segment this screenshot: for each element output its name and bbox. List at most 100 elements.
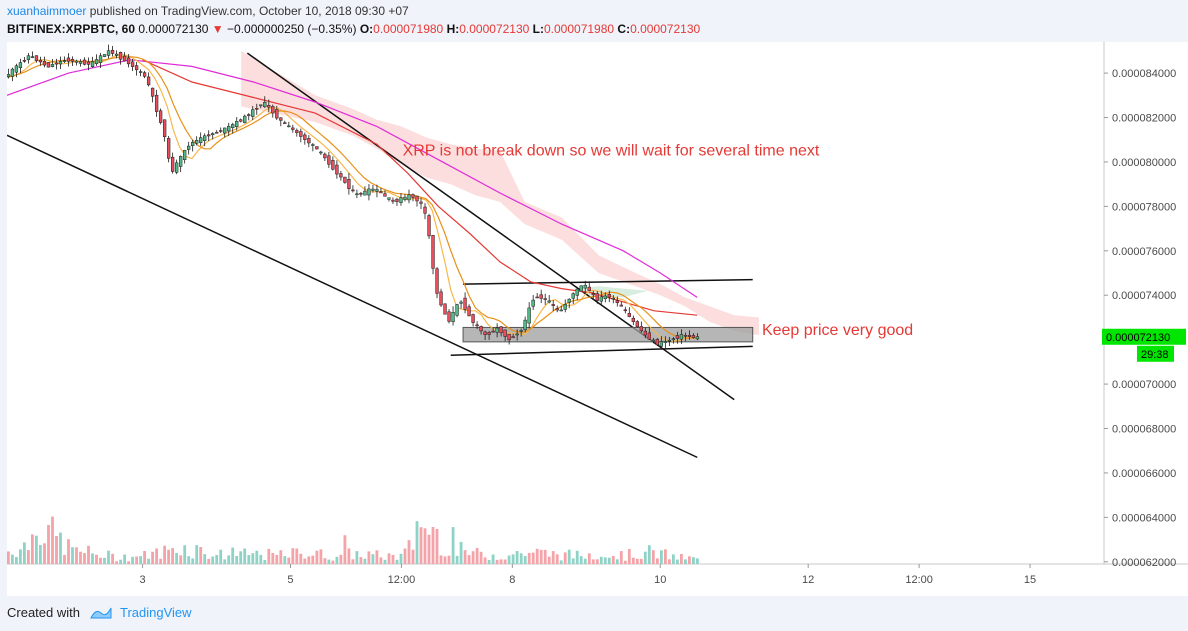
volume-bar [639,558,643,564]
volume-bar [539,549,543,564]
volume-bar [443,556,447,564]
candle-body [579,285,583,292]
candle-body [427,215,431,237]
symbol-label: BITFINEX:XRPBTC, 60 [7,22,136,36]
candle-body [275,109,279,119]
candle-body [491,330,495,333]
volume-bar [455,555,459,564]
candle-body [659,341,664,347]
volume-bar [31,534,34,564]
candle-body [162,119,167,138]
volume-bar [491,554,495,564]
volume-bar [403,548,407,564]
volume-bar [471,551,475,564]
candle-body [183,150,187,160]
candle-body [551,304,555,306]
volume-bar [79,551,82,564]
volume-bar [303,558,307,564]
tradingview-link[interactable]: TradingView [119,605,192,620]
candle-body [591,293,595,296]
candle-body [90,61,95,67]
volume-bar [39,545,42,564]
volume-bar [359,557,363,564]
volume-bar [243,548,247,564]
candle-body [231,124,235,128]
volume-bar [227,555,231,564]
current-price-label: 0.000072130 [1106,332,1170,344]
price-tick-label: 0.000064000 [1112,512,1176,524]
volume-bar [179,555,183,564]
time-tick-label: 15 [1024,574,1036,586]
time-tick-label: 12:00 [905,574,933,586]
candle-body [663,341,668,343]
candle-body [98,55,103,63]
price-chart[interactable]: 0.000084000 0.000082000 0.000080000 0.00007… [6,42,1188,596]
volume-bar [71,547,74,564]
low-label: L: [532,22,544,36]
candle-body [635,321,639,328]
volume-bar [423,528,427,564]
candle-body [106,50,111,56]
volume-bar [75,547,78,564]
candle-body [423,206,427,214]
time-tick-label: 12 [802,574,814,586]
candle-body [166,138,171,159]
candle-body [443,303,447,315]
chart-area[interactable]: 0.000084000 0.000082000 0.000080000 0.00007… [6,42,1188,596]
volume-bar [219,549,223,564]
candle-body [435,268,439,294]
candle-body [150,87,155,97]
volume-bar [519,553,523,564]
candle-body [26,55,31,61]
annotation-keep-price: Keep price very good [762,322,913,339]
candle-body [475,324,479,327]
volume-bar [623,560,627,564]
volume-bar [115,561,118,564]
volume-bar [551,551,555,564]
volume-bar [87,545,90,564]
tradingview-logo-icon[interactable] [90,606,112,620]
volume-bar [672,554,675,564]
candle-body [331,160,335,170]
open-value: 0.000071980 [373,22,444,36]
volume-bar [7,551,10,564]
candle-body [142,72,147,77]
volume-bar [363,558,367,564]
volume-bar [499,559,503,564]
close-label: C: [617,22,631,36]
volume-bar [119,559,122,564]
candle-body [419,201,423,204]
volume-bar [59,532,62,564]
volume-bar [27,550,30,564]
volume-bar [339,554,343,564]
volume-bar [579,556,583,564]
candle-body [567,298,571,303]
candle-body [351,189,355,192]
change-arrow-icon: ▼ [211,22,224,36]
volume-bar [211,556,215,564]
candle-body [78,61,83,64]
volume-bar [603,557,607,564]
volume-bar [607,557,611,564]
candle-body [459,301,463,304]
current-price-badge [1102,328,1186,345]
candle-body [511,336,515,339]
trendline [463,278,753,285]
volume-bar [495,559,499,564]
volume-bar [267,548,271,564]
candle-body [439,291,443,306]
volume-bar [435,529,439,564]
volume-bar [483,557,487,564]
volume-bar [692,557,695,564]
volume-bar [615,559,619,564]
volume-bar [127,561,130,564]
volume-bar [279,550,283,564]
volume-bar [319,549,323,564]
candle-body [627,313,631,317]
candle-body [22,60,27,62]
volume-bar [223,559,227,564]
author-link[interactable]: xuanhaimmoer [7,4,87,18]
volume-bar [587,553,591,564]
candle-body [335,164,339,175]
candle-body [571,293,575,299]
